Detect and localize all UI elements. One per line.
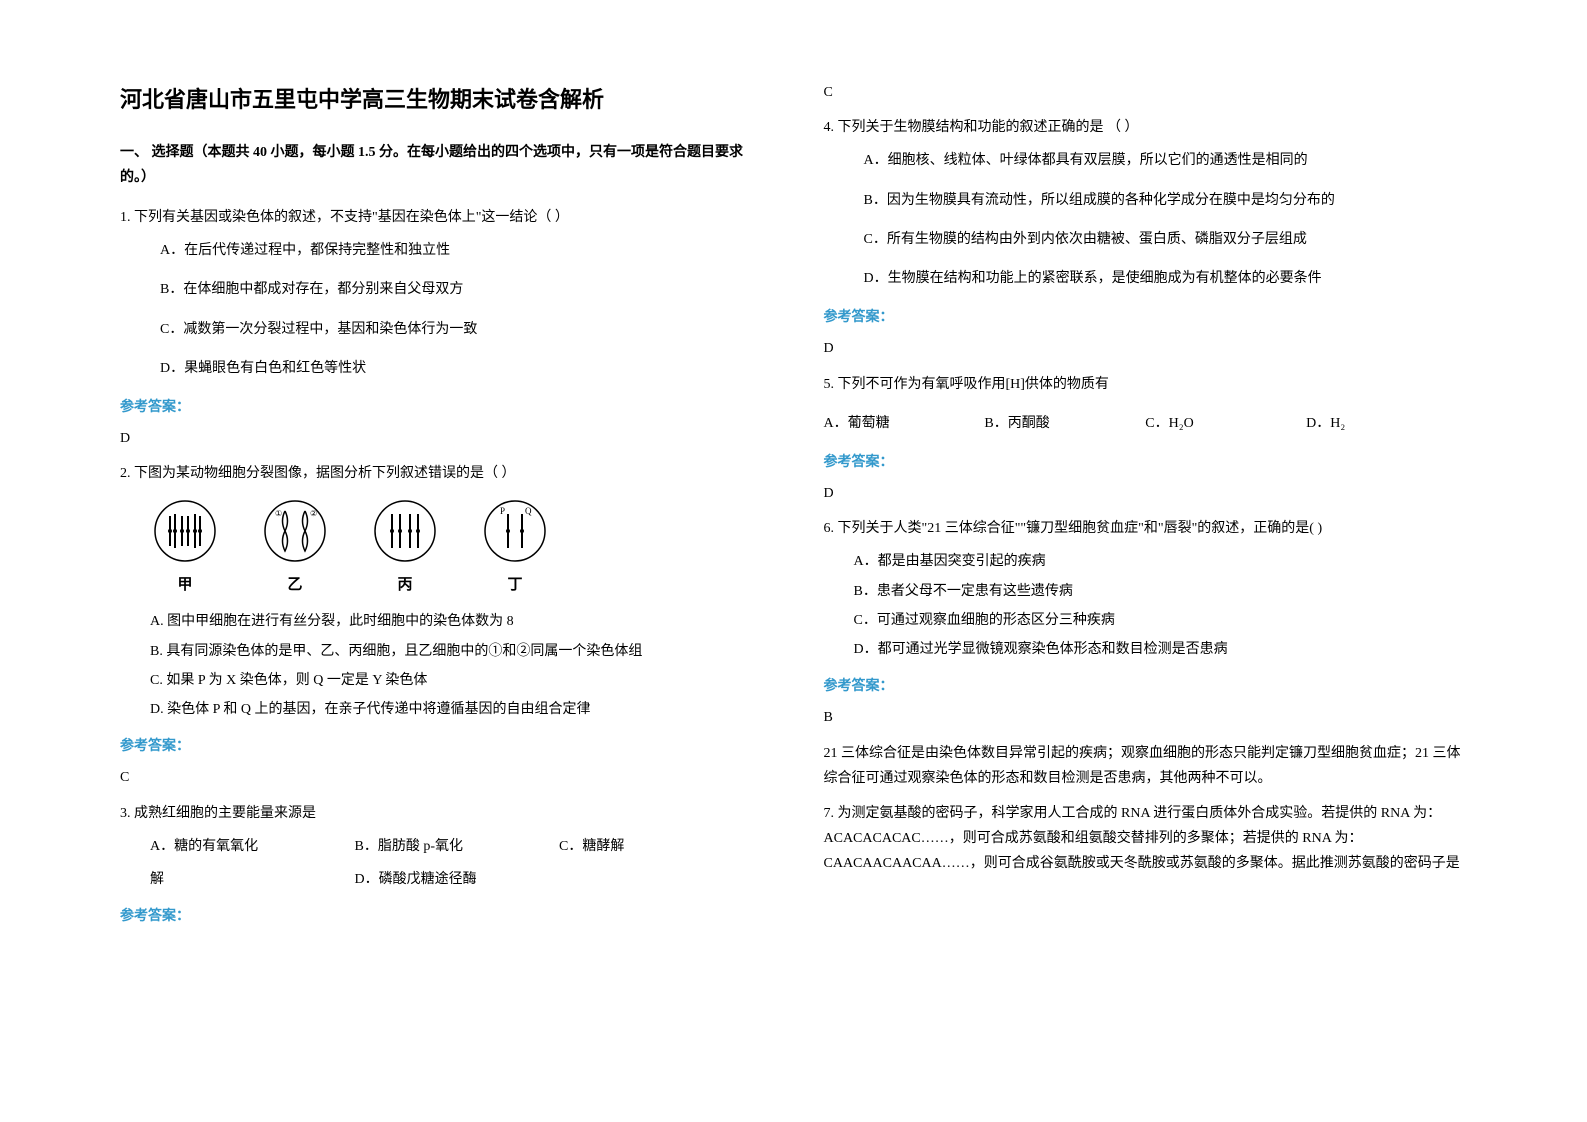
- q5-opt-d: D．H₂: [1306, 411, 1467, 436]
- answer-label: 参考答案：: [120, 734, 764, 759]
- q6-answer: B: [824, 705, 1468, 730]
- q2-opt-b: B. 具有同源染色体的是甲、乙、丙细胞，且乙细胞中的①和②同属一个染色体组: [150, 639, 764, 664]
- page-title: 河北省唐山市五里屯中学高三生物期末试卷含解析: [120, 80, 764, 120]
- q3-opt-d: D．磷酸戊糖途径酶: [355, 867, 560, 892]
- label-ding: 丁: [507, 572, 522, 599]
- label-bing: 丙: [397, 572, 412, 599]
- q3-opt-c: C．糖酵解: [559, 834, 764, 859]
- answer-label: 参考答案：: [824, 674, 1468, 699]
- answer-label: 参考答案：: [120, 904, 764, 929]
- label-jia: 甲: [177, 572, 192, 599]
- answer-label: 参考答案：: [824, 450, 1468, 475]
- q6-opt-b: B．患者父母不一定患有这些遗传病: [854, 579, 1468, 604]
- q5-opt-b: B．丙酮酸: [984, 411, 1145, 436]
- question-2: 2. 下图为某动物细胞分裂图像，据图分析下列叙述错误的是（ ） 甲 ① ② 乙 丙…: [120, 461, 764, 722]
- q2-answer: C: [120, 765, 764, 790]
- cell-division-figure: 甲 ① ② 乙 丙 P Q 丁: [150, 496, 764, 599]
- svg-text:P: P: [500, 506, 505, 516]
- cell-ding: P Q 丁: [480, 496, 550, 599]
- q4-opt-b: B．因为生物膜具有流动性，所以组成膜的各种化学成分在膜中是均匀分布的: [864, 188, 1468, 213]
- q5-stem: 5. 下列不可作为有氧呼吸作用[H]供体的物质有: [824, 372, 1468, 397]
- q2-stem: 2. 下图为某动物细胞分裂图像，据图分析下列叙述错误的是（ ）: [120, 461, 764, 486]
- q3-stem: 3. 成熟红细胞的主要能量来源是: [120, 801, 764, 826]
- q6-opt-c: C．可通过观察血细胞的形态区分三种疾病: [854, 608, 1468, 633]
- q2-opt-d: D. 染色体 P 和 Q 上的基因，在亲子代传递中将遵循基因的自由组合定律: [150, 697, 764, 722]
- q3-opt-a: A．糖的有氧氧化: [150, 834, 355, 859]
- q7-stem: 7. 为测定氨基酸的密码子，科学家用人工合成的 RNA 进行蛋白质体外合成实验。…: [824, 801, 1468, 877]
- cell-bing: 丙: [370, 496, 440, 599]
- q5-answer: D: [824, 481, 1468, 506]
- q1-opt-b: B．在体细胞中都成对存在，都分别来自父母双方: [160, 277, 764, 302]
- answer-label: 参考答案：: [120, 395, 764, 420]
- cell-jia: 甲: [150, 496, 220, 599]
- answer-label: 参考答案：: [824, 305, 1468, 330]
- question-6: 6. 下列关于人类"21 三体综合征""镰刀型细胞贫血症"和"唇裂"的叙述，正确…: [824, 516, 1468, 662]
- cell-yi: ① ② 乙: [260, 496, 330, 599]
- question-3: 3. 成熟红细胞的主要能量来源是 A．糖的有氧氧化 B．脂肪酸 p-氧化 C．糖…: [120, 801, 764, 893]
- q4-answer: D: [824, 336, 1468, 361]
- q1-answer: D: [120, 426, 764, 451]
- q6-explanation: 21 三体综合征是由染色体数目异常引起的疾病；观察血细胞的形态只能判定镰刀型细胞…: [824, 741, 1468, 791]
- q5-opt-c: C．H₂O: [1145, 411, 1306, 436]
- q3-answer: C: [824, 80, 1468, 105]
- svg-text:Q: Q: [525, 506, 532, 516]
- question-5: 5. 下列不可作为有氧呼吸作用[H]供体的物质有 A．葡萄糖 B．丙酮酸 C．H…: [824, 372, 1468, 436]
- q6-opt-a: A．都是由基因突变引起的疾病: [854, 549, 1468, 574]
- q6-stem: 6. 下列关于人类"21 三体综合征""镰刀型细胞贫血症"和"唇裂"的叙述，正确…: [824, 516, 1468, 541]
- section-header: 一、 选择题（本题共 40 小题，每小题 1.5 分。在每小题给出的四个选项中，…: [120, 140, 764, 190]
- q3-opt-b: B．脂肪酸 p-氧化: [355, 834, 560, 859]
- label-yi: 乙: [287, 572, 302, 599]
- question-7: 7. 为测定氨基酸的密码子，科学家用人工合成的 RNA 进行蛋白质体外合成实验。…: [824, 801, 1468, 877]
- q2-opt-c: C. 如果 P 为 X 染色体，则 Q 一定是 Y 染色体: [150, 668, 764, 693]
- q4-opt-d: D．生物膜在结构和功能上的紧密联系，是使细胞成为有机整体的必要条件: [864, 266, 1468, 291]
- q6-opt-d: D．都可通过光学显微镜观察染色体形态和数目检测是否患病: [854, 637, 1468, 662]
- q5-opt-a: A．葡萄糖: [824, 411, 985, 436]
- svg-text:②: ②: [310, 509, 317, 518]
- question-4: 4. 下列关于生物膜结构和功能的叙述正确的是 （ ） A．细胞核、线粒体、叶绿体…: [824, 115, 1468, 291]
- q2-opt-a: A. 图中甲细胞在进行有丝分裂，此时细胞中的染色体数为 8: [150, 609, 764, 634]
- q3-opt-d-prefix: 解: [150, 867, 355, 892]
- q1-opt-c: C．减数第一次分裂过程中，基因和染色体行为一致: [160, 317, 764, 342]
- svg-text:①: ①: [275, 509, 282, 518]
- q1-stem: 1. 下列有关基因或染色体的叙述，不支持"基因在染色体上"这一结论（ ）: [120, 205, 764, 230]
- q4-opt-c: C．所有生物膜的结构由外到内依次由糖被、蛋白质、磷脂双分子层组成: [864, 227, 1468, 252]
- q4-opt-a: A．细胞核、线粒体、叶绿体都具有双层膜，所以它们的通透性是相同的: [864, 148, 1468, 173]
- q4-stem: 4. 下列关于生物膜结构和功能的叙述正确的是 （ ）: [824, 115, 1468, 140]
- question-1: 1. 下列有关基因或染色体的叙述，不支持"基因在染色体上"这一结论（ ） A．在…: [120, 205, 764, 381]
- q1-opt-d: D．果蝇眼色有白色和红色等性状: [160, 356, 764, 381]
- q1-opt-a: A．在后代传递过程中，都保持完整性和独立性: [160, 238, 764, 263]
